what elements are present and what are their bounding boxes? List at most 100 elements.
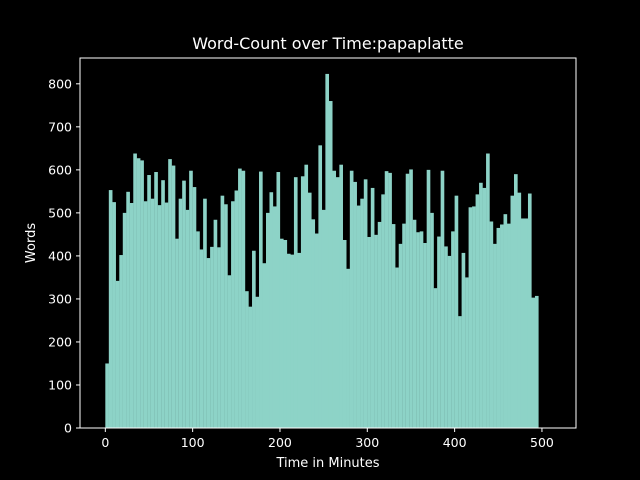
- histogram-bar: [196, 231, 200, 428]
- histogram-bar: [496, 227, 501, 428]
- x-tick-label: 300: [355, 435, 379, 450]
- histogram-bar: [318, 145, 323, 428]
- histogram-bar: [300, 176, 305, 428]
- y-axis-label: Words: [24, 223, 39, 263]
- histogram-bar: [493, 243, 497, 428]
- histogram-bar: [468, 207, 473, 428]
- y-tick-label: 700: [48, 119, 72, 134]
- y-tick-label: 800: [48, 76, 72, 91]
- x-tick-label: 100: [181, 435, 205, 450]
- histogram-bar: [108, 190, 113, 428]
- histogram-bar: [527, 193, 532, 428]
- histogram-bar: [255, 296, 260, 428]
- histogram-bar: [325, 73, 330, 429]
- y-axis: 0 100 200 300 400 500 600 700 800: [48, 76, 80, 436]
- histogram-bar: [412, 219, 417, 428]
- histogram-bar: [503, 214, 508, 428]
- histogram-bar: [126, 191, 130, 428]
- histogram-bar: [224, 204, 228, 428]
- histogram-bar: [203, 198, 207, 428]
- histogram-bar: [234, 190, 239, 428]
- histogram-bar: [272, 206, 277, 428]
- histogram-bar: [388, 172, 392, 428]
- histogram-bar: [140, 160, 144, 428]
- y-tick-label: 300: [48, 291, 72, 306]
- histogram-bar: [192, 187, 197, 428]
- histogram-bar: [189, 170, 193, 428]
- histogram-bars: [105, 73, 539, 429]
- histogram-bar: [259, 171, 263, 428]
- histogram-bar: [437, 236, 441, 428]
- histogram-bar: [486, 153, 490, 428]
- histogram-bar: [370, 187, 375, 428]
- histogram-bar: [510, 195, 515, 428]
- histogram-bar: [112, 202, 116, 428]
- histogram-bar: [419, 231, 424, 428]
- histogram-bar: [363, 179, 368, 428]
- x-tick-label: 500: [530, 435, 554, 450]
- histogram-bar: [241, 170, 246, 428]
- histogram-bar: [482, 187, 487, 428]
- histogram-bar: [454, 195, 459, 428]
- histogram-bar: [507, 223, 511, 428]
- histogram-bar: [416, 232, 420, 428]
- histogram-bar: [168, 159, 172, 428]
- histogram-bar: [391, 224, 396, 428]
- histogram-bar: [409, 169, 413, 428]
- x-axis: 0 100 200 300 400 500: [101, 428, 554, 450]
- x-tick-label: 200: [268, 435, 292, 450]
- histogram-bar: [500, 224, 504, 428]
- histogram-bar: [321, 209, 326, 428]
- histogram-bar: [430, 212, 434, 428]
- histogram-bar: [360, 198, 364, 428]
- histogram-bar: [342, 239, 347, 428]
- histogram-bar: [444, 246, 448, 428]
- histogram-bar: [279, 238, 284, 428]
- histogram-bar: [217, 247, 221, 428]
- histogram-bar: [185, 209, 190, 428]
- histogram-bar: [353, 181, 357, 428]
- x-tick-label: 0: [101, 435, 109, 450]
- plot-frame: [79, 57, 577, 429]
- histogram-bar: [150, 198, 155, 428]
- histogram-bar: [161, 180, 165, 428]
- histogram-bar: [252, 250, 256, 428]
- histogram-bar: [314, 233, 319, 428]
- histogram-bar: [356, 205, 361, 428]
- histogram-bar: [447, 255, 452, 428]
- histogram-bar: [377, 221, 382, 428]
- histogram-bar: [269, 192, 274, 428]
- histogram-bar: [367, 236, 371, 428]
- histogram-bar: [433, 288, 438, 428]
- histogram-bar: [129, 202, 134, 428]
- histogram-bar: [266, 212, 270, 428]
- histogram-bar: [451, 231, 455, 428]
- histogram-bar: [206, 258, 211, 428]
- histogram-bar: [514, 174, 518, 428]
- histogram-bar: [381, 194, 385, 428]
- histogram-bar: [402, 223, 406, 428]
- histogram-bar: [213, 219, 218, 428]
- histogram-bar: [245, 291, 249, 428]
- histogram-bar: [311, 219, 316, 428]
- histogram-bar: [147, 175, 151, 428]
- histogram-bar: [475, 194, 480, 428]
- histogram-bar: [283, 239, 288, 428]
- histogram-bar: [119, 255, 123, 428]
- histogram-bar: [489, 221, 494, 428]
- histogram-bar: [105, 363, 109, 428]
- y-tick-label: 400: [48, 248, 72, 263]
- histogram-bar: [290, 254, 295, 428]
- histogram-bar: [276, 172, 281, 428]
- chart-title: Word-Count over Time:papaplatte: [192, 34, 464, 53]
- histogram-bar: [304, 164, 309, 428]
- y-tick-label: 600: [48, 162, 72, 177]
- histogram-bar: [231, 201, 235, 428]
- histogram-bar: [115, 280, 120, 428]
- histogram-bar: [133, 153, 137, 428]
- histogram-bar: [164, 202, 169, 428]
- histogram-bar: [171, 165, 176, 428]
- histogram-bar: [534, 295, 539, 428]
- y-tick-label: 100: [48, 377, 72, 392]
